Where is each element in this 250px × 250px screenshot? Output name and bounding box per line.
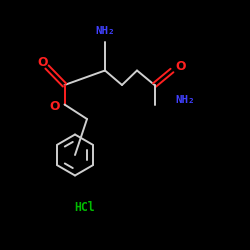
Text: O: O — [37, 56, 48, 69]
Text: HCl: HCl — [75, 201, 95, 214]
Text: O: O — [175, 60, 186, 74]
Text: NH₂: NH₂ — [175, 95, 195, 105]
Text: O: O — [50, 100, 60, 114]
Text: NH₂: NH₂ — [95, 26, 115, 36]
